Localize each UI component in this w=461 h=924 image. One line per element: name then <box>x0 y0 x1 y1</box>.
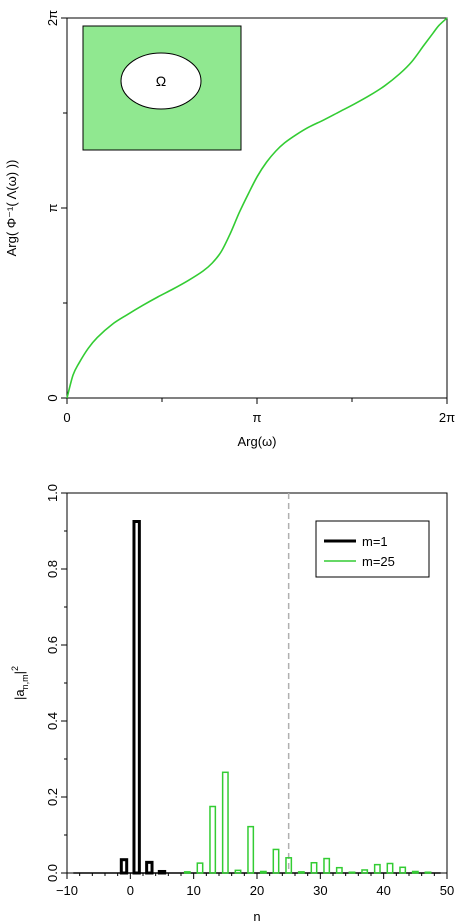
bar-m25 <box>183 871 191 874</box>
plot1-y-label: Arg( Φ⁻¹( Λ(ω) )) <box>4 160 19 257</box>
plot2-x-tick-label: 0 <box>127 883 134 898</box>
bar-m25 <box>234 869 242 874</box>
bar-m25 <box>411 870 419 874</box>
plot1-x-tick-label: 2π <box>439 410 455 425</box>
y-label-superscript: 2 <box>10 666 20 671</box>
bar-m25 <box>335 866 343 874</box>
y-label-subscript: n,m <box>20 674 30 689</box>
bar-m25 <box>399 866 407 874</box>
bar-m1 <box>157 869 167 875</box>
plot2-y-axis: 0.0 0.2 0.4 0.6 0.8 1.0 <box>45 484 67 882</box>
bar-m25 <box>386 862 394 874</box>
bar-m25 <box>209 805 217 874</box>
bar-m25 <box>247 825 255 874</box>
plot1-y-tick-label: π <box>45 203 60 212</box>
bar-m25 <box>424 871 432 874</box>
plot2-y-tick-label: 1.0 <box>45 484 60 502</box>
y-label-main: |a <box>12 689 27 700</box>
bar-m25 <box>285 857 293 874</box>
legend-label-m1: m=1 <box>362 534 388 549</box>
phase-curve <box>66 17 448 399</box>
plot2-y-label: |an,m|2 <box>10 666 30 700</box>
bar-m25 <box>310 861 318 874</box>
bar-m25 <box>259 870 267 874</box>
plot2-bars <box>73 520 441 875</box>
plot1-x-tick-label: 0 <box>63 410 70 425</box>
y-label-bar: | <box>12 671 27 674</box>
legend-box <box>315 520 430 578</box>
plot2-y-tick-label: 0.0 <box>45 864 60 882</box>
plot1-y-tick-label: 2π <box>45 10 60 26</box>
plot1-y-axis: 0 π 2π <box>45 10 67 402</box>
bar-m25 <box>373 863 381 874</box>
bar-m25 <box>361 869 369 874</box>
plot1-x-axis: 0 π 2π <box>63 398 455 425</box>
bar-m25 <box>348 871 356 874</box>
plot1-y-tick-label: 0 <box>45 394 60 401</box>
plot1-series <box>66 17 448 399</box>
bar-m1 <box>132 520 141 875</box>
plot2-y-tick-label: 0.4 <box>45 712 60 730</box>
phase-map-plot: 0 π 2π 0 π 2π Ω Arg(ω) Arg( Φ⁻¹( Λ(ω) )) <box>4 10 455 449</box>
bar-m1 <box>145 860 154 875</box>
bar-m1 <box>119 858 129 875</box>
plot2-y-tick-label: 0.8 <box>45 560 60 578</box>
coefficient-plot: −10 0 10 20 30 40 50 0.0 0.2 0.4 0.6 0.8 1.0 m=1 m=… <box>10 484 454 924</box>
bar-m25 <box>221 771 229 874</box>
plot1-x-label: Arg(ω) <box>237 434 276 449</box>
legend-label-m25: m=25 <box>362 554 395 569</box>
plot2-x-tick-label: 40 <box>376 883 390 898</box>
bar-m25 <box>272 848 280 874</box>
plot2-x-tick-label: 30 <box>313 883 327 898</box>
plot2-x-tick-label: 50 <box>440 883 454 898</box>
plot2-x-tick-label: 20 <box>250 883 264 898</box>
plot2-x-axis: −10 0 10 20 30 40 50 <box>56 873 454 898</box>
plot2-y-tick-label: 0.2 <box>45 788 60 806</box>
inset-domain <box>120 52 202 110</box>
bar-m25 <box>196 862 204 874</box>
legend: m=1 m=25 <box>315 520 430 578</box>
plot2-y-tick-label: 0.6 <box>45 636 60 654</box>
bar-m25 <box>297 871 305 874</box>
plot2-x-tick-label: 10 <box>186 883 200 898</box>
plot2-x-label: n <box>253 909 260 924</box>
plot1-x-tick-label: π <box>253 410 262 425</box>
bar-m25 <box>323 857 331 874</box>
domain-inset: Ω <box>82 25 242 151</box>
plot2-x-tick-label: −10 <box>56 883 78 898</box>
inset-domain-label: Ω <box>156 73 166 89</box>
